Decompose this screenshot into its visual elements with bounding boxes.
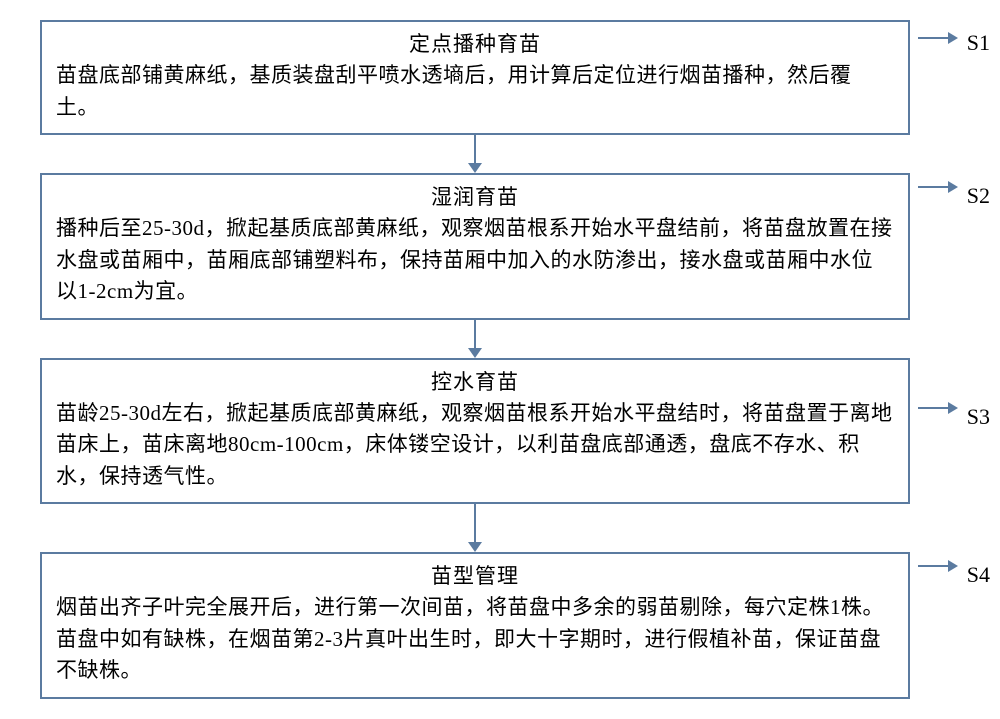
arrow-down-icon bbox=[40, 504, 910, 552]
step-box: 苗型管理 烟苗出齐子叶完全展开后，进行第一次间苗，将苗盘中多余的弱苗剔除，每穴定… bbox=[40, 552, 910, 699]
step-title: 定点播种育苗 bbox=[56, 28, 894, 58]
step-title: 湿润育苗 bbox=[56, 181, 894, 211]
step-body: 苗盘底部铺黄麻纸，基质装盘刮平喷水透墒后，用计算后定位进行烟苗播种，然后覆土。 bbox=[56, 60, 894, 123]
step-body: 播种后至25-30d，掀起基质底部黄麻纸，观察烟苗根系开始水平盘结前，将苗盘放置… bbox=[56, 213, 894, 308]
arrow-down-icon bbox=[40, 320, 910, 358]
step-title: 苗型管理 bbox=[56, 560, 894, 590]
label-arrow-icon bbox=[918, 30, 958, 46]
step-label: S2 bbox=[967, 183, 990, 209]
step-body: 苗龄25-30d左右，掀起基质底部黄麻纸，观察烟苗根系开始水平盘结时，将苗盘置于… bbox=[56, 398, 894, 493]
step-box: 定点播种育苗 苗盘底部铺黄麻纸，基质装盘刮平喷水透墒后，用计算后定位进行烟苗播种… bbox=[40, 20, 910, 135]
step-title: 控水育苗 bbox=[56, 366, 894, 396]
flowchart: 定点播种育苗 苗盘底部铺黄麻纸，基质装盘刮平喷水透墒后，用计算后定位进行烟苗播种… bbox=[40, 20, 910, 699]
step-label: S4 bbox=[967, 562, 990, 588]
step-box: 控水育苗 苗龄25-30d左右，掀起基质底部黄麻纸，观察烟苗根系开始水平盘结时，… bbox=[40, 358, 910, 505]
arrow-down-icon bbox=[40, 135, 910, 173]
label-arrow-icon bbox=[918, 179, 958, 195]
step-label: S3 bbox=[967, 404, 990, 430]
step-label: S1 bbox=[967, 30, 990, 56]
step-body: 烟苗出齐子叶完全展开后，进行第一次间苗，将苗盘中多余的弱苗剔除，每穴定株1株。苗… bbox=[56, 592, 894, 687]
label-arrow-icon bbox=[918, 558, 958, 574]
label-arrow-icon bbox=[918, 400, 958, 416]
step-box: 湿润育苗 播种后至25-30d，掀起基质底部黄麻纸，观察烟苗根系开始水平盘结前，… bbox=[40, 173, 910, 320]
